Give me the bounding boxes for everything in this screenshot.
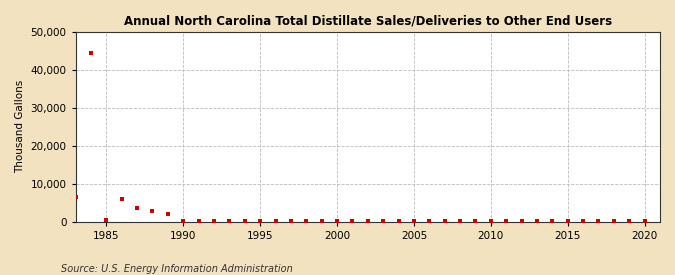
Point [301, 219, 312, 224]
Point [116, 197, 127, 201]
Point [132, 206, 142, 211]
Y-axis label: Thousand Gallons: Thousand Gallons [15, 80, 25, 174]
Point [501, 219, 512, 224]
Point [516, 219, 527, 224]
Point [317, 219, 327, 224]
Point [393, 219, 404, 224]
Point [455, 219, 466, 224]
Point [147, 209, 158, 213]
Title: Annual North Carolina Total Distillate Sales/Deliveries to Other End Users: Annual North Carolina Total Distillate S… [124, 15, 612, 28]
Point [163, 211, 173, 216]
Point [439, 219, 450, 224]
Point [209, 219, 219, 224]
Point [547, 219, 558, 224]
Point [424, 219, 435, 224]
Point [254, 219, 265, 224]
Point [593, 219, 604, 224]
Point [562, 219, 573, 224]
Point [193, 219, 204, 223]
Point [639, 219, 650, 224]
Point [578, 219, 589, 224]
Point [470, 219, 481, 224]
Point [286, 219, 296, 224]
Point [347, 219, 358, 224]
Point [240, 219, 250, 224]
Point [362, 219, 373, 224]
Point [532, 219, 543, 224]
Point [624, 219, 634, 224]
Point [224, 219, 235, 224]
Point [86, 51, 97, 55]
Text: Source: U.S. Energy Information Administration: Source: U.S. Energy Information Administ… [61, 264, 292, 274]
Point [331, 219, 342, 224]
Point [178, 219, 188, 223]
Point [101, 218, 112, 222]
Point [608, 219, 619, 224]
Point [485, 219, 496, 224]
Point [378, 219, 389, 224]
Point [70, 195, 81, 199]
Point [270, 219, 281, 224]
Point [408, 219, 419, 224]
